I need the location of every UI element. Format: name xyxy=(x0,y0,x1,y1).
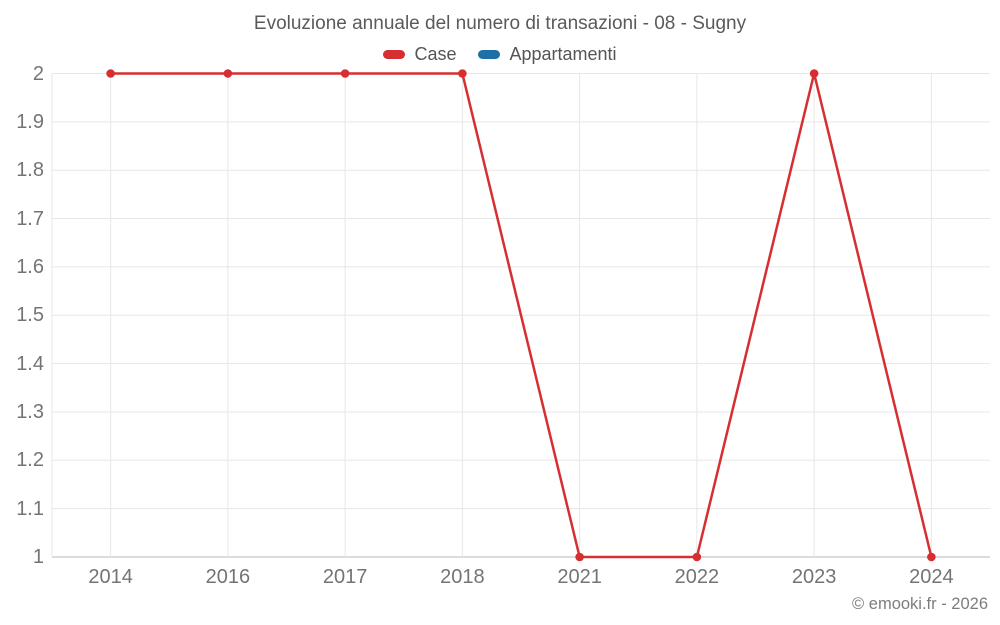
x-axis-tick-label: 2021 xyxy=(557,566,602,588)
legend-label-case: Case xyxy=(414,44,457,64)
case-data-point[interactable] xyxy=(927,552,936,562)
y-axis-tick-label: 1.8 xyxy=(16,159,44,182)
case-data-point[interactable] xyxy=(340,69,350,78)
x-axis-tick-label: 2016 xyxy=(205,566,251,588)
case-data-point[interactable] xyxy=(692,552,702,562)
case-data-point[interactable] xyxy=(223,69,233,78)
case-series-line xyxy=(109,72,933,559)
y-axis-tick-label: 1.9 xyxy=(16,110,44,133)
y-axis-tick-label: 1.6 xyxy=(16,255,44,278)
case-data-point[interactable] xyxy=(575,552,584,562)
case-data-point[interactable] xyxy=(809,69,819,78)
y-axis-tick-label: 1 xyxy=(32,546,44,568)
x-axis-tick-label: 2022 xyxy=(674,566,720,588)
copyright-watermark: © emooki.fr - 2026 xyxy=(852,595,988,613)
y-axis-tick-label: 1.5 xyxy=(16,304,44,327)
case-data-point[interactable] xyxy=(106,69,115,78)
chart-title: Evoluzione annuale del numero di transaz… xyxy=(253,13,747,34)
y-axis-tick-label: 1.2 xyxy=(16,449,44,472)
y-axis-tick-label: 1.7 xyxy=(16,207,44,230)
legend: Case Appartamenti xyxy=(0,44,1000,65)
x-axis-tick-label: 2024 xyxy=(909,566,954,588)
y-axis-tick-label: 1.3 xyxy=(16,400,44,423)
x-axis-tick-label: 2023 xyxy=(791,566,837,588)
y-axis-tick-label: 1.1 xyxy=(16,497,44,520)
x-axis-tick-label: 2014 xyxy=(88,566,133,588)
case-series-swatch-icon xyxy=(383,50,406,59)
y-axis-tick-label: 2 xyxy=(32,62,44,85)
legend-label-appartamenti: Appartamenti xyxy=(509,44,617,64)
x-axis-tick-label: 2018 xyxy=(440,566,485,588)
legend-item-case[interactable]: Case xyxy=(383,44,456,65)
appartamenti-series-swatch-icon xyxy=(478,50,501,59)
y-axis-tick-label: 1.4 xyxy=(16,352,44,375)
legend-item-appartamenti[interactable]: Appartamenti xyxy=(478,44,617,65)
x-axis-tick-label: 2017 xyxy=(322,566,368,588)
case-data-point[interactable] xyxy=(458,69,467,78)
